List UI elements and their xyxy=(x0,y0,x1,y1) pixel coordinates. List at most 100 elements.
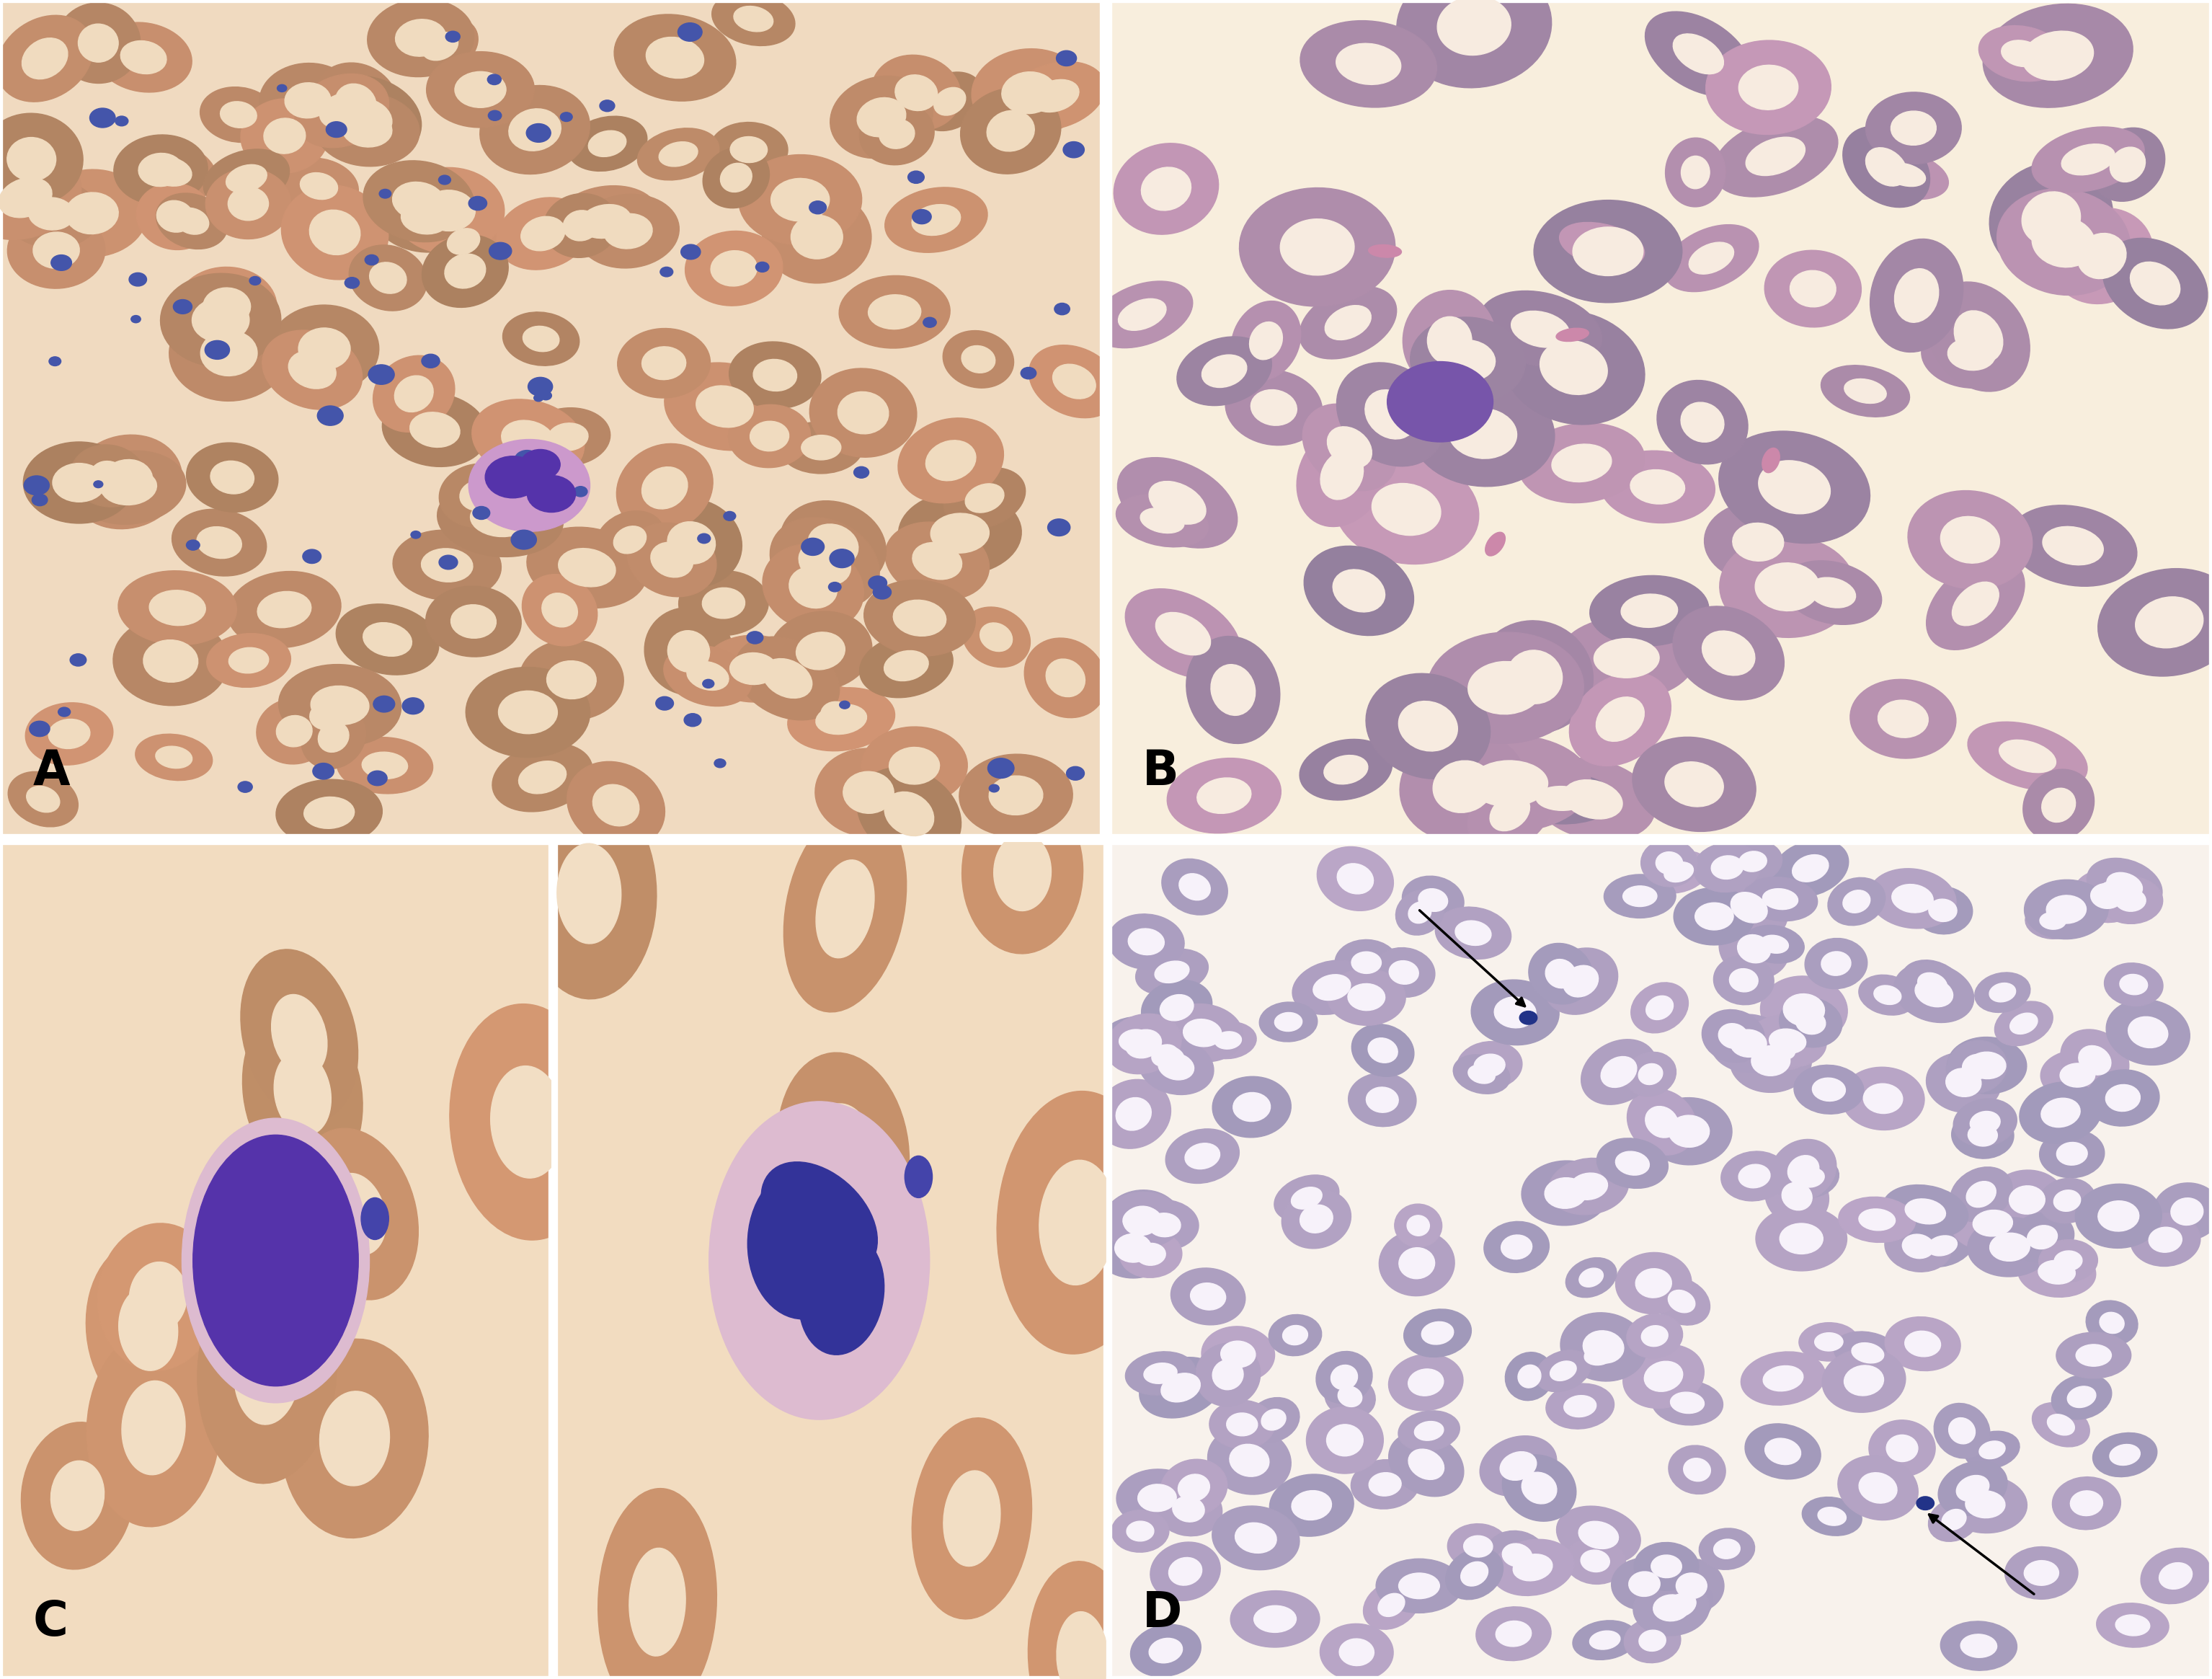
Ellipse shape xyxy=(1918,972,1947,996)
Ellipse shape xyxy=(1905,1331,1940,1357)
Ellipse shape xyxy=(1774,1039,1796,1059)
Ellipse shape xyxy=(1659,1558,1723,1614)
Ellipse shape xyxy=(1449,408,1517,458)
Ellipse shape xyxy=(1798,1169,1825,1187)
Ellipse shape xyxy=(1161,1004,1243,1061)
Circle shape xyxy=(276,84,288,92)
Ellipse shape xyxy=(2000,740,2055,772)
Ellipse shape xyxy=(1721,1152,1787,1200)
Ellipse shape xyxy=(1230,1444,1270,1476)
Ellipse shape xyxy=(1210,665,1256,715)
Ellipse shape xyxy=(363,752,407,779)
Circle shape xyxy=(922,317,936,327)
Ellipse shape xyxy=(422,190,476,232)
Ellipse shape xyxy=(564,210,599,240)
Ellipse shape xyxy=(1798,1323,1858,1362)
Ellipse shape xyxy=(1849,680,1955,759)
Ellipse shape xyxy=(697,386,754,428)
Ellipse shape xyxy=(637,128,719,180)
Circle shape xyxy=(489,242,511,260)
Ellipse shape xyxy=(1232,301,1301,381)
Ellipse shape xyxy=(1663,861,1694,881)
Ellipse shape xyxy=(1843,890,1869,913)
Ellipse shape xyxy=(192,297,250,343)
Ellipse shape xyxy=(1159,994,1194,1021)
Ellipse shape xyxy=(1960,1634,1997,1657)
Ellipse shape xyxy=(369,262,407,294)
Ellipse shape xyxy=(526,408,611,465)
Ellipse shape xyxy=(1672,34,1723,74)
Ellipse shape xyxy=(867,296,920,329)
Ellipse shape xyxy=(1787,1155,1818,1184)
Circle shape xyxy=(71,653,86,667)
Ellipse shape xyxy=(1630,982,1688,1033)
Ellipse shape xyxy=(1838,1456,1918,1519)
Ellipse shape xyxy=(1969,1053,2006,1080)
Ellipse shape xyxy=(1212,1360,1243,1390)
Ellipse shape xyxy=(754,359,796,391)
Ellipse shape xyxy=(1893,269,1938,322)
Ellipse shape xyxy=(1168,1558,1201,1585)
Ellipse shape xyxy=(1190,1283,1225,1310)
Ellipse shape xyxy=(51,1461,104,1531)
Ellipse shape xyxy=(860,635,953,698)
Ellipse shape xyxy=(1584,1347,1613,1365)
Ellipse shape xyxy=(122,141,217,201)
Ellipse shape xyxy=(1730,1029,1812,1093)
Ellipse shape xyxy=(1657,381,1747,463)
Ellipse shape xyxy=(1292,1491,1332,1519)
Ellipse shape xyxy=(276,779,383,846)
Ellipse shape xyxy=(495,198,588,270)
Ellipse shape xyxy=(2020,1081,2101,1143)
Ellipse shape xyxy=(916,72,984,131)
Ellipse shape xyxy=(1427,633,1584,744)
Ellipse shape xyxy=(294,74,389,148)
Ellipse shape xyxy=(911,542,962,579)
Ellipse shape xyxy=(1714,1540,1741,1558)
Circle shape xyxy=(206,341,230,359)
Ellipse shape xyxy=(1409,1368,1444,1395)
Ellipse shape xyxy=(1628,1090,1697,1155)
Ellipse shape xyxy=(604,213,653,248)
Circle shape xyxy=(911,210,931,223)
Ellipse shape xyxy=(1714,955,1774,1004)
Circle shape xyxy=(509,468,529,484)
Ellipse shape xyxy=(2106,999,2190,1064)
Ellipse shape xyxy=(1568,673,1670,766)
Ellipse shape xyxy=(1338,1639,1374,1666)
Circle shape xyxy=(31,494,46,505)
Ellipse shape xyxy=(1509,772,1615,824)
Ellipse shape xyxy=(1989,1170,2064,1229)
Circle shape xyxy=(502,468,520,482)
Ellipse shape xyxy=(1564,1395,1597,1417)
Circle shape xyxy=(1055,304,1071,316)
Ellipse shape xyxy=(1652,1595,1690,1622)
Ellipse shape xyxy=(301,705,365,769)
Ellipse shape xyxy=(1719,432,1869,544)
Circle shape xyxy=(757,262,770,272)
Ellipse shape xyxy=(24,442,135,524)
Ellipse shape xyxy=(1670,1392,1703,1414)
Ellipse shape xyxy=(2042,1049,2115,1100)
Ellipse shape xyxy=(243,1006,363,1182)
Ellipse shape xyxy=(1327,426,1371,468)
Ellipse shape xyxy=(363,161,476,242)
Ellipse shape xyxy=(1712,856,1743,880)
Ellipse shape xyxy=(2042,1098,2079,1127)
Ellipse shape xyxy=(748,1169,858,1320)
Ellipse shape xyxy=(1137,1484,1177,1511)
Ellipse shape xyxy=(1495,1620,1531,1647)
Ellipse shape xyxy=(113,134,208,205)
Circle shape xyxy=(748,631,763,643)
Ellipse shape xyxy=(889,747,940,784)
Ellipse shape xyxy=(1093,280,1192,348)
Ellipse shape xyxy=(1522,1472,1557,1504)
Ellipse shape xyxy=(279,665,400,745)
Ellipse shape xyxy=(1221,1342,1256,1367)
Ellipse shape xyxy=(1305,546,1413,636)
Ellipse shape xyxy=(1641,840,1697,887)
Ellipse shape xyxy=(2104,238,2208,329)
Ellipse shape xyxy=(1922,321,2022,388)
Ellipse shape xyxy=(1595,638,1659,678)
Circle shape xyxy=(989,784,1000,792)
